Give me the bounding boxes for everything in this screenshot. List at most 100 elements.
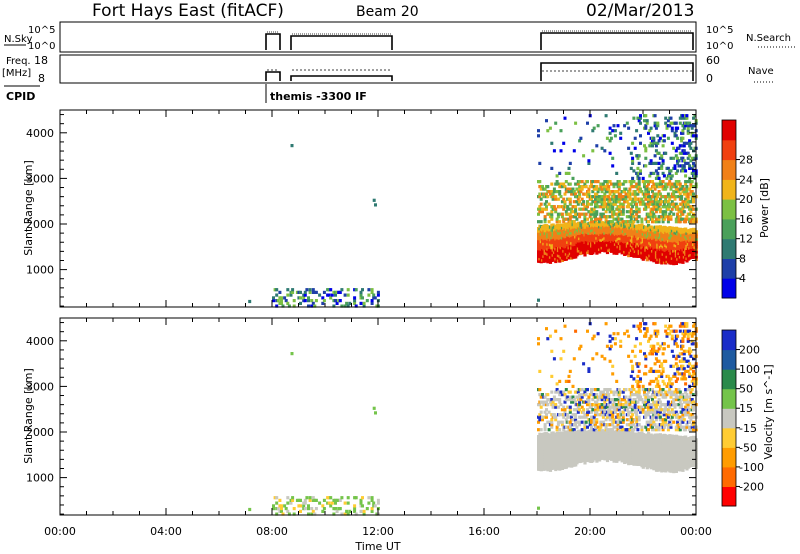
scatter-cell bbox=[599, 390, 603, 394]
velocity-data-layer bbox=[248, 322, 698, 516]
scatter-cell bbox=[649, 420, 653, 424]
scatter-cell bbox=[685, 187, 689, 191]
scatter-cell bbox=[578, 393, 582, 397]
scatter-cell bbox=[562, 141, 566, 145]
scatter-cell bbox=[297, 290, 301, 294]
scatter-cell bbox=[629, 180, 633, 184]
scatter-cell bbox=[586, 205, 589, 209]
scatter-cell bbox=[643, 390, 646, 394]
scatter-cell bbox=[615, 403, 619, 407]
scatter-cell bbox=[558, 171, 562, 175]
scatter-cell bbox=[588, 423, 592, 427]
scatter-cell bbox=[649, 379, 653, 383]
scatter-cell bbox=[591, 459, 595, 463]
scatter-cell bbox=[681, 185, 685, 189]
scatter-cell bbox=[354, 288, 358, 292]
scatter-cell bbox=[590, 418, 593, 422]
scatter-cell bbox=[567, 379, 571, 383]
scatter-cell bbox=[547, 220, 551, 224]
scatter-cell bbox=[603, 187, 607, 191]
scatter-cell bbox=[562, 220, 566, 224]
scatter-cell bbox=[568, 390, 572, 394]
scatter-cell bbox=[682, 149, 686, 153]
scatter-cell bbox=[303, 299, 307, 303]
scatter-cell bbox=[608, 131, 612, 135]
scatter-cell bbox=[629, 202, 633, 206]
scatter-cell bbox=[608, 200, 612, 204]
scatter-cell bbox=[681, 131, 685, 135]
scatter-cell bbox=[680, 151, 684, 155]
scatter-cell bbox=[684, 180, 688, 184]
scatter-cell bbox=[596, 197, 600, 201]
scatter-cell bbox=[670, 185, 674, 189]
scatter-cell bbox=[321, 296, 325, 300]
scatter-cell bbox=[627, 126, 631, 130]
scatter-cell bbox=[660, 182, 664, 186]
scatter-cell bbox=[619, 136, 623, 140]
scatter-cell bbox=[305, 288, 309, 292]
scatter-cell bbox=[567, 166, 571, 170]
scatter-cell bbox=[643, 393, 646, 397]
scatter-cell bbox=[624, 400, 628, 404]
scatter-cell bbox=[631, 156, 635, 160]
scatter-cell bbox=[621, 428, 625, 432]
scatter-cell bbox=[307, 299, 310, 303]
scatter-cell bbox=[631, 420, 635, 424]
scatter-cell bbox=[652, 139, 656, 143]
cpid-text: themis -3300 IF bbox=[270, 90, 367, 103]
scatter-cell bbox=[537, 298, 540, 302]
scatter-cell bbox=[611, 205, 615, 209]
scatter-cell bbox=[615, 379, 619, 383]
scatter-cell bbox=[548, 126, 552, 130]
scatter-cell bbox=[600, 354, 604, 358]
scatter-cell bbox=[562, 197, 566, 201]
scatter-cell bbox=[564, 418, 568, 422]
scatter-cell bbox=[636, 220, 640, 224]
scatter-cell bbox=[537, 212, 540, 216]
scatter-cell bbox=[654, 176, 658, 180]
scatter-cell bbox=[596, 190, 600, 194]
scatter-cell bbox=[568, 187, 572, 191]
scatter-cell bbox=[590, 425, 593, 429]
scatter-cell bbox=[592, 393, 596, 397]
scatter-cell bbox=[598, 250, 602, 254]
scatter-cell bbox=[647, 220, 650, 224]
scatter-cell bbox=[564, 379, 568, 383]
scatter-cell bbox=[555, 220, 559, 224]
scatter-cell bbox=[633, 200, 637, 204]
scatter-cell bbox=[554, 182, 558, 186]
scatter-cell bbox=[560, 212, 564, 216]
scatter-cell bbox=[647, 200, 650, 204]
scatter-cell bbox=[668, 202, 672, 206]
scatter-cell bbox=[590, 220, 593, 224]
scatter-cell bbox=[567, 464, 571, 468]
scatter-cell bbox=[612, 390, 616, 394]
scatter-cell bbox=[640, 197, 644, 201]
scatter-cell bbox=[558, 413, 562, 417]
scatter-cell bbox=[600, 405, 604, 409]
scatter-cell bbox=[689, 141, 693, 145]
scatter-cell bbox=[616, 398, 620, 402]
scatter-cell bbox=[669, 176, 673, 180]
scatter-cell bbox=[612, 400, 616, 404]
scatter-cell bbox=[608, 215, 612, 219]
scatter-cell bbox=[664, 197, 668, 201]
scatter-cell bbox=[649, 349, 653, 353]
scatter-cell bbox=[559, 149, 563, 153]
scatter-cell bbox=[354, 304, 358, 308]
scatter-cell bbox=[631, 384, 635, 388]
scatter-cell bbox=[286, 293, 290, 297]
scatter-cell bbox=[590, 428, 593, 432]
scatter-cell bbox=[647, 190, 650, 194]
scatter-cell bbox=[662, 217, 666, 221]
scatter-cell bbox=[537, 342, 540, 346]
scatter-cell bbox=[570, 190, 574, 194]
scatter-cell bbox=[660, 156, 664, 160]
scatter-cell bbox=[615, 182, 619, 186]
scatter-cell bbox=[546, 195, 550, 199]
scatter-cell bbox=[595, 251, 599, 255]
scatter-cell bbox=[539, 187, 543, 191]
scatter-cell bbox=[690, 180, 694, 184]
scatter-cell bbox=[599, 185, 603, 189]
scatter-cell bbox=[337, 290, 341, 294]
